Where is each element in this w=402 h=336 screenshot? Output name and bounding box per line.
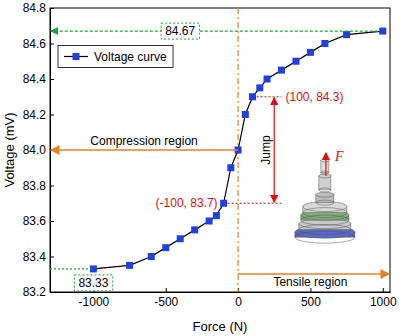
x-tick: 0 xyxy=(235,288,242,309)
sensor-part xyxy=(299,225,351,235)
x-tick: 1000 xyxy=(370,288,397,309)
annotation: 84.67 xyxy=(165,24,195,38)
legend: Voltage curve xyxy=(58,46,173,68)
y-tick: 83.2 xyxy=(23,285,54,299)
y-tick-label: 84.8 xyxy=(23,1,47,15)
data-point xyxy=(264,76,271,83)
data-point xyxy=(148,253,155,260)
jump-arrow xyxy=(274,98,275,203)
y-tick-label: 83.2 xyxy=(23,285,47,299)
data-point xyxy=(379,28,386,35)
y-tick: 83.6 xyxy=(23,214,54,228)
y-tick-label: 83.4 xyxy=(23,250,47,264)
sensor-part xyxy=(321,161,329,173)
data-point xyxy=(206,218,213,225)
x-tick-label: -500 xyxy=(154,295,178,309)
data-point xyxy=(292,58,299,65)
data-point xyxy=(321,40,328,47)
annotation: Jump xyxy=(259,135,273,165)
y-tick-mark xyxy=(50,44,54,45)
x-tick-label: 0 xyxy=(235,295,242,309)
x-tick-label: -1000 xyxy=(79,295,110,309)
data-point xyxy=(256,84,263,91)
max-arrow xyxy=(51,30,378,31)
y-tick: 84.2 xyxy=(23,108,54,122)
data-point xyxy=(177,235,184,242)
y-tick-mark xyxy=(50,79,54,80)
data-point xyxy=(126,262,133,269)
annotation-frame xyxy=(161,23,199,39)
y-tick-mark xyxy=(50,8,54,9)
legend-frame xyxy=(58,46,173,68)
sensor-illustration xyxy=(295,153,355,243)
y-tick-mark xyxy=(50,292,54,293)
data-point xyxy=(278,67,285,74)
x-tick-label: 1000 xyxy=(370,295,397,309)
data-point xyxy=(213,212,220,219)
x-tick-label: 500 xyxy=(301,295,321,309)
data-point xyxy=(242,111,249,118)
force-arrow xyxy=(325,153,326,176)
y-tick-mark xyxy=(50,257,54,258)
annotation: 83.33 xyxy=(78,276,108,290)
x-tick: -500 xyxy=(154,288,178,309)
data-point xyxy=(220,200,227,207)
min-guide xyxy=(50,268,93,269)
data-point xyxy=(227,164,234,171)
y-tick-mark xyxy=(50,115,54,116)
legend-label: Voltage curve xyxy=(94,50,167,64)
y-tick: 83.4 xyxy=(23,250,54,264)
annotation-frame xyxy=(74,275,112,291)
annotation-box: 83.33 xyxy=(74,275,112,291)
y-tick-label: 84.0 xyxy=(23,143,47,157)
legend-marker xyxy=(73,53,80,60)
sensor-part xyxy=(316,192,334,197)
chart: -1000 -500 0 500 1000 83.2 83.4 83.6 83.8 84.0 84.… xyxy=(0,0,402,336)
sensor-part xyxy=(303,208,347,218)
annotation-box: 84.67 xyxy=(161,23,199,39)
x-tick-mark xyxy=(383,288,384,292)
data-point xyxy=(162,244,169,251)
sensor-part xyxy=(319,174,331,178)
y-tick: 84.8 xyxy=(23,1,54,15)
sensor-part xyxy=(321,159,329,162)
y-tick-mark xyxy=(50,186,54,187)
plot-frame xyxy=(50,8,390,292)
sensor-part xyxy=(321,171,329,174)
annotation: F xyxy=(334,149,344,164)
annotation: (100, 84.3) xyxy=(285,90,343,104)
x-axis-line xyxy=(51,292,391,293)
x-tick: 500 xyxy=(301,288,321,309)
y-tick-label: 84.4 xyxy=(23,72,47,86)
y-tick-label: 83.8 xyxy=(23,179,47,193)
annotation: (-100, 83.7) xyxy=(156,196,218,210)
sensor-part xyxy=(316,200,334,205)
y-tick: 84.4 xyxy=(23,72,54,86)
jump-guide-high xyxy=(257,96,282,97)
y-tick-mark xyxy=(50,221,54,222)
sensor-part xyxy=(319,188,331,192)
compression-arrow xyxy=(51,149,238,150)
data-point xyxy=(343,31,350,38)
annotation: Tensile region xyxy=(273,275,347,289)
y-axis: 83.2 83.4 83.6 83.8 84.0 84.2 84.4 84.6 84.8 xyxy=(23,1,54,299)
x-tick-mark xyxy=(166,288,167,292)
y-tick: 84.6 xyxy=(23,37,54,51)
data-point xyxy=(249,93,256,100)
annotation: Compression region xyxy=(90,134,197,148)
y-tick-label: 83.6 xyxy=(23,214,47,228)
y-tick: 83.8 xyxy=(23,179,54,193)
y-tick-label: 84.6 xyxy=(23,37,47,51)
data-point xyxy=(307,49,314,56)
data-point xyxy=(191,226,198,233)
y-tick: 84.0 xyxy=(23,143,54,157)
y-axis-title: Voltage (mV) xyxy=(2,112,17,187)
jump-guide-low xyxy=(228,203,282,204)
x-axis-title: Force (N) xyxy=(193,319,248,334)
y-tick-label: 84.2 xyxy=(23,108,47,122)
